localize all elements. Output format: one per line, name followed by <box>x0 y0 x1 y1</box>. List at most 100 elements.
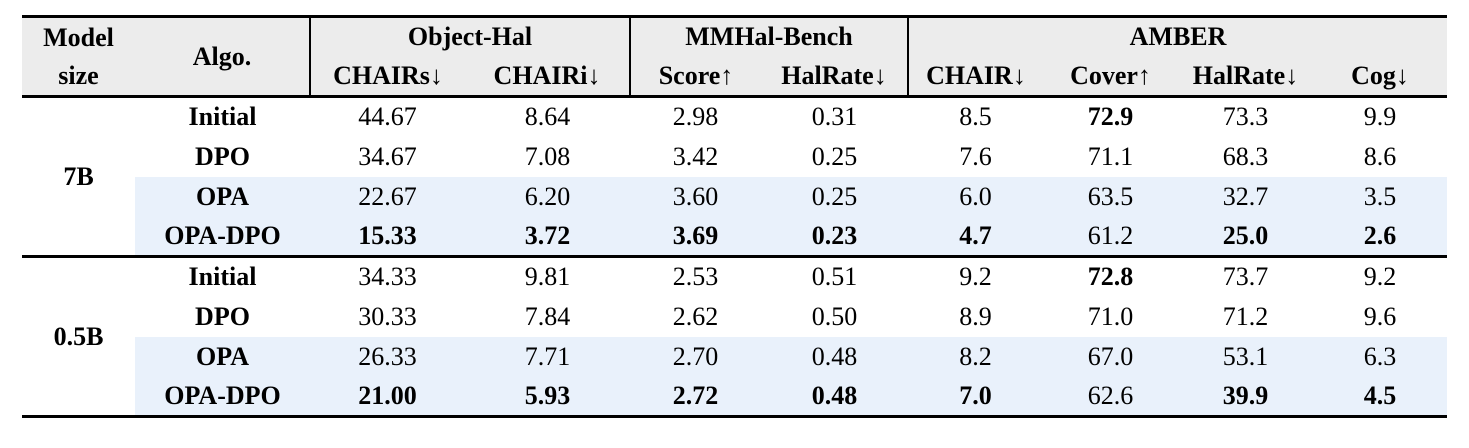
metric-value-cell: 72.8 <box>1087 262 1134 292</box>
algo-label: Initial <box>188 262 257 292</box>
algo-label: Initial <box>188 102 257 132</box>
metric-value-cell: 0.48 <box>761 376 908 417</box>
metric-value-cell: 6.3 <box>1313 336 1448 377</box>
metric-value-cell: 73.7 <box>1222 262 1269 292</box>
metric-value-cell: 39.9 <box>1178 376 1313 417</box>
metric-value-cell: 32.7 <box>1178 176 1313 217</box>
header-model-size: Model size <box>22 16 135 97</box>
metric-value-cell: 2.6 <box>1313 216 1448 257</box>
header-algo: Algo. <box>135 16 310 97</box>
col-header-score: Score↑ <box>629 56 761 97</box>
group-header-amber: AMBER <box>906 16 1448 57</box>
metric-value-cell: 2.62 <box>672 301 719 331</box>
table-row: OPA-DPO 21.00 5.93 2.72 0.48 7.0 62.6 39… <box>22 376 1448 417</box>
metric-value-cell: 3.42 <box>672 141 719 171</box>
metric-value-cell: 4.7 <box>908 216 1043 257</box>
table-row: DPO 34.67 7.08 3.42 0.25 7.6 71.1 68.3 8… <box>22 137 1447 177</box>
group-header-object-hal: Object-Hal <box>309 16 630 57</box>
model-size-label: 0.5B <box>53 321 104 351</box>
metric-value-cell: 0.50 <box>811 301 858 331</box>
model-size-label: 7B <box>63 161 94 191</box>
metric-value-cell: 9.9 <box>1363 102 1397 132</box>
metric-value-cell: 0.25 <box>761 176 908 217</box>
table-header: Model size Algo. Object-Hal MMHal-Bench … <box>22 16 1448 97</box>
results-table-container: Model size Algo. Object-Hal MMHal-Bench … <box>22 15 1448 418</box>
metric-value-cell: 73.3 <box>1222 102 1269 132</box>
table-row: 7B Initial 44.67 8.64 2.98 0.31 8.5 72.9… <box>22 97 1447 190</box>
group-header-row: Model size Algo. Object-Hal MMHal-Bench … <box>22 16 1448 97</box>
metric-value-cell: 34.33 <box>358 262 417 292</box>
metric-value-cell: 2.98 <box>672 102 719 132</box>
metric-value-cell: 0.31 <box>811 102 858 132</box>
metric-value-cell: 8.2 <box>908 336 1043 377</box>
metric-value-cell: 9.2 <box>1363 262 1397 292</box>
metric-value-cell: 0.51 <box>811 262 858 292</box>
metric-value-cell: 2.53 <box>672 262 719 292</box>
group-05b: 0.5B Initial 34.33 9.81 2.53 0.51 9.2 72… <box>22 257 1448 417</box>
group-header-mmhal-bench: MMHal-Bench <box>629 16 908 57</box>
metric-value-cell: 8.6 <box>1363 141 1397 171</box>
metric-value-cell: 26.33 <box>310 336 465 377</box>
metric-value-cell: 8.5 <box>959 102 992 132</box>
metric-value-cell: 71.2 <box>1222 301 1269 331</box>
metric-value-cell: 7.08 <box>524 141 571 171</box>
metric-value-cell: 0.48 <box>761 336 908 377</box>
metric-value-cell: 8.9 <box>959 301 992 331</box>
col-header-halrate: HalRate↓ <box>761 56 908 97</box>
metric-value-cell: 7.71 <box>465 336 630 377</box>
metric-value-cell: 7.0 <box>908 376 1043 417</box>
algo-label: OPA-DPO <box>135 376 310 417</box>
metric-value-cell: 0.23 <box>761 216 908 257</box>
algo-label: OPA <box>135 176 310 217</box>
metric-value-cell: 9.6 <box>1363 301 1397 331</box>
metric-value-cell: 9.2 <box>959 262 992 292</box>
metric-value-cell: 30.33 <box>358 301 417 331</box>
algo-label: DPO <box>195 141 250 171</box>
metric-value-cell: 7.84 <box>524 301 571 331</box>
table-row: OPA 22.67 6.20 3.60 0.25 6.0 63.5 32.7 3… <box>22 176 1448 217</box>
col-header-amber-halrate: HalRate↓ <box>1178 56 1313 97</box>
metric-value-cell: 3.5 <box>1313 176 1448 217</box>
metric-value-cell: 53.1 <box>1178 336 1313 377</box>
metric-value-cell: 2.72 <box>630 376 761 417</box>
metric-value-cell: 67.0 <box>1043 336 1178 377</box>
col-header-amber-cover: Cover↑ <box>1043 56 1178 97</box>
metric-value-cell: 61.2 <box>1043 216 1178 257</box>
col-header-chairs: CHAIRs↓ <box>309 56 465 97</box>
metric-value-cell: 9.81 <box>524 262 571 292</box>
metric-value-cell: 7.6 <box>959 141 992 171</box>
algo-label: OPA <box>135 336 310 377</box>
metric-value-cell: 2.70 <box>630 336 761 377</box>
metric-value-cell: 6.20 <box>465 176 630 217</box>
group-7b: 7B Initial 44.67 8.64 2.98 0.31 8.5 72.9… <box>22 97 1448 257</box>
metric-value-cell: 71.1 <box>1087 141 1134 171</box>
metric-value-cell: 3.60 <box>630 176 761 217</box>
metric-value-cell: 8.64 <box>524 102 571 132</box>
metric-value-cell: 21.00 <box>310 376 465 417</box>
col-header-amber-cog: Cog↓ <box>1313 56 1448 97</box>
metric-value-cell: 3.69 <box>630 216 761 257</box>
metric-value-cell: 5.93 <box>465 376 630 417</box>
metric-header-row: CHAIRs↓ CHAIRi↓ Score↑ HalRate↓ CHAIR↓ C… <box>22 56 1448 97</box>
metric-value-cell: 6.0 <box>908 176 1043 217</box>
metric-value-cell: 4.5 <box>1313 376 1448 417</box>
metric-value-cell: 72.9 <box>1087 102 1134 132</box>
results-table: Model size Algo. Object-Hal MMHal-Bench … <box>22 15 1448 418</box>
table-row: OPA-DPO 15.33 3.72 3.69 0.23 4.7 61.2 25… <box>22 216 1448 257</box>
metric-value-cell: 71.0 <box>1087 301 1134 331</box>
algo-label: OPA-DPO <box>135 216 310 257</box>
col-header-amber-chair: CHAIR↓ <box>907 56 1043 97</box>
col-header-chairi: CHAIRi↓ <box>465 56 630 97</box>
metric-value-cell: 3.72 <box>465 216 630 257</box>
table-row: DPO 30.33 7.84 2.62 0.50 8.9 71.0 71.2 9… <box>22 297 1447 337</box>
metric-value-cell: 0.25 <box>811 141 858 171</box>
metric-value-cell: 25.0 <box>1178 216 1313 257</box>
metric-value-cell: 15.33 <box>310 216 465 257</box>
metric-value-cell: 63.5 <box>1043 176 1178 217</box>
table-row: 0.5B Initial 34.33 9.81 2.53 0.51 9.2 72… <box>22 257 1447 350</box>
metric-value-cell: 22.67 <box>310 176 465 217</box>
metric-value-cell: 68.3 <box>1222 141 1269 171</box>
metric-value-cell: 34.67 <box>358 141 417 171</box>
metric-value-cell: 44.67 <box>358 102 417 132</box>
metric-value-cell: 62.6 <box>1043 376 1178 417</box>
